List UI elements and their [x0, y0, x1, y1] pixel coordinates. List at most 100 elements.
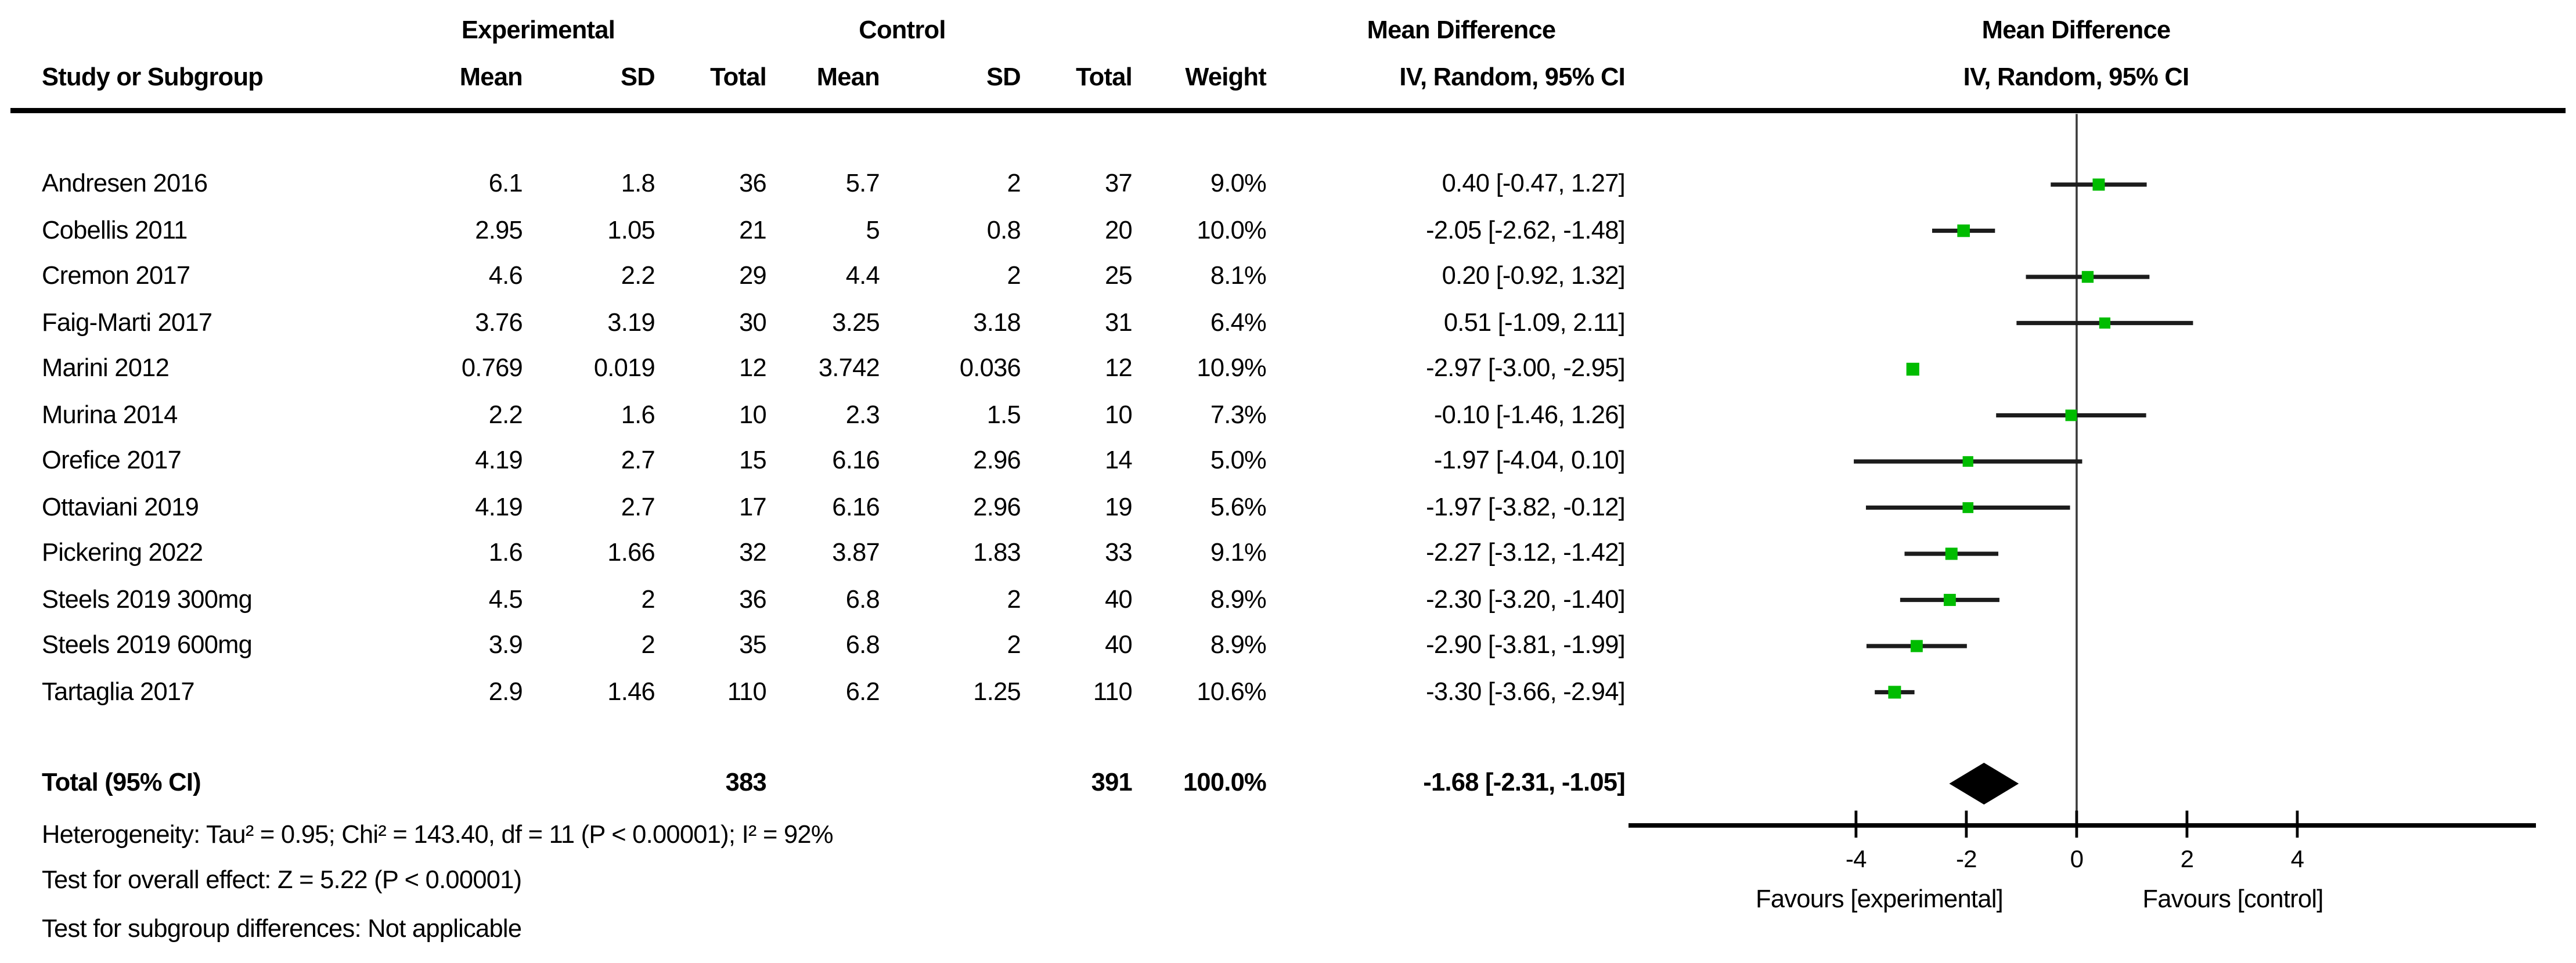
study-name: Murina 2014 [42, 401, 178, 430]
tick-label: -4 [1846, 845, 1867, 872]
tick-label: 2 [2181, 845, 2194, 872]
column-header-sd-ctrl: SD [986, 64, 1021, 92]
effect-square [1945, 547, 1958, 560]
total-row: Total (95% CI) 383 391 100.0% -1.68 [-2.… [0, 768, 2576, 799]
study-name: Marini 2012 [42, 355, 170, 383]
ctrl-mean: 6.16 [832, 493, 880, 522]
column-header-mean-ctrl: Mean [816, 64, 880, 92]
table-row: Pickering 2022 1.6 1.66 32 3.87 1.83 33 9.1% -2.… [0, 538, 2576, 569]
exp-sd: 2 [641, 632, 655, 660]
exp-total: 110 [727, 678, 767, 706]
exp-mean: 4.5 [488, 586, 523, 614]
total-weight: 100.0% [1183, 770, 1267, 798]
exp-sd: 0.019 [593, 355, 655, 383]
effect-square [2081, 270, 2094, 283]
column-header-total-exp: Total [710, 64, 767, 92]
heterogeneity-text: Heterogeneity: Tau² = 0.95; Chi² = 143.4… [42, 822, 834, 850]
table-row: Tartaglia 2017 2.9 1.46 110 6.2 1.25 110 10.6% -… [0, 677, 2576, 708]
weight-value: 6.4% [1210, 309, 1267, 337]
effect-square [2092, 178, 2105, 191]
study-name: Cremon 2017 [42, 263, 190, 291]
ctrl-total: 12 [1105, 355, 1133, 383]
exp-mean: 0.769 [461, 355, 523, 383]
weight-value: 10.6% [1197, 678, 1266, 706]
total-label: Total (95% CI) [42, 770, 201, 798]
column-header-ci-text: IV, Random, 95% CI [1399, 64, 1625, 92]
total-exp-n: 383 [725, 770, 767, 798]
ctrl-total: 25 [1105, 263, 1133, 291]
ctrl-mean: 6.2 [845, 678, 880, 706]
ctrl-sd: 0.036 [959, 355, 1021, 383]
ctrl-mean: 6.16 [832, 448, 880, 475]
table-row: Cremon 2017 4.6 2.2 29 4.4 2 25 8.1% 0.20 [-0.92… [0, 261, 2576, 293]
study-name: Steels 2019 600mg [42, 632, 253, 660]
table-row: Steels 2019 600mg 3.9 2 35 6.8 2 40 8.9% -2.90 [… [0, 630, 2576, 662]
ctrl-mean: 5 [866, 217, 880, 245]
exp-sd: 1.66 [607, 540, 655, 568]
ctrl-total: 20 [1105, 217, 1133, 245]
ci-value: -2.90 [-3.81, -1.99] [1426, 632, 1626, 660]
ci-value: -2.30 [-3.20, -1.40] [1426, 586, 1626, 614]
effect-square [1962, 502, 1974, 513]
effect-square [1957, 224, 1970, 237]
group-header-experimental: Experimental [461, 17, 615, 45]
weight-value: 5.6% [1210, 493, 1267, 522]
ci-value: -0.10 [-1.46, 1.26] [1433, 401, 1626, 430]
study-name: Faig-Marti 2017 [42, 309, 212, 337]
ctrl-mean: 6.8 [845, 632, 880, 660]
ctrl-total: 10 [1105, 401, 1133, 430]
effect-square [1962, 456, 1973, 467]
effect-square [1943, 594, 1956, 606]
ctrl-mean: 4.4 [845, 263, 880, 291]
header-divider [10, 108, 2566, 114]
ci-value: -1.97 [-4.04, 0.10] [1433, 448, 1626, 475]
column-header-total-ctrl: Total [1076, 64, 1133, 92]
ctrl-mean: 3.87 [832, 540, 880, 568]
exp-mean: 4.19 [475, 448, 523, 475]
column-header-sd-exp: SD [621, 64, 655, 92]
ci-value: -3.30 [-3.66, -2.94] [1426, 678, 1626, 706]
ctrl-sd: 1.5 [986, 401, 1021, 430]
ci-value: -2.05 [-2.62, -1.48] [1426, 217, 1626, 245]
weight-value: 8.1% [1210, 263, 1267, 291]
ctrl-mean: 2.3 [845, 401, 880, 430]
exp-total: 15 [739, 448, 767, 475]
ctrl-total: 40 [1105, 586, 1133, 614]
ctrl-total: 19 [1105, 493, 1133, 522]
table-row: Ottaviani 2019 4.19 2.7 17 6.16 2.96 19 5.6% -1.… [0, 492, 2576, 524]
exp-mean: 3.76 [475, 309, 523, 337]
study-name: Ottaviani 2019 [42, 493, 199, 522]
exp-total: 12 [739, 355, 767, 383]
exp-sd: 1.05 [607, 217, 655, 245]
weight-value: 9.0% [1210, 171, 1267, 199]
exp-sd: 1.46 [607, 678, 655, 706]
study-name: Cobellis 2011 [42, 217, 188, 245]
ctrl-sd: 3.18 [973, 309, 1021, 337]
exp-sd: 1.6 [621, 401, 655, 430]
exp-sd: 2.7 [621, 493, 655, 522]
ctrl-mean: 6.8 [845, 586, 880, 614]
exp-total: 29 [739, 263, 767, 291]
ctrl-sd: 2 [1007, 171, 1021, 199]
ctrl-sd: 2 [1007, 263, 1021, 291]
weight-value: 10.0% [1197, 217, 1266, 245]
exp-mean: 4.6 [488, 263, 523, 291]
study-name: Orefice 2017 [42, 448, 182, 475]
ci-value: 0.40 [-0.47, 1.27] [1442, 171, 1626, 199]
study-name: Steels 2019 300mg [42, 586, 253, 614]
exp-mean: 1.6 [488, 540, 523, 568]
exp-total: 35 [739, 632, 767, 660]
ctrl-total: 33 [1105, 540, 1133, 568]
ctrl-total: 14 [1105, 448, 1133, 475]
exp-total: 36 [739, 586, 767, 614]
ci-value: 0.20 [-0.92, 1.32] [1442, 263, 1626, 291]
ci-value: -2.27 [-3.12, -1.42] [1426, 540, 1626, 568]
total-ci: -1.68 [-2.31, -1.05] [1423, 770, 1625, 798]
ctrl-sd: 0.8 [986, 217, 1021, 245]
subgroup-test-text: Test for subgroup differences: Not appli… [42, 916, 522, 944]
ctrl-total: 40 [1105, 632, 1133, 660]
exp-total: 21 [739, 217, 767, 245]
table-row: Faig-Marti 2017 3.76 3.19 30 3.25 3.18 31 6.4% 0… [0, 308, 2576, 339]
group-header-control: Control [859, 17, 946, 45]
